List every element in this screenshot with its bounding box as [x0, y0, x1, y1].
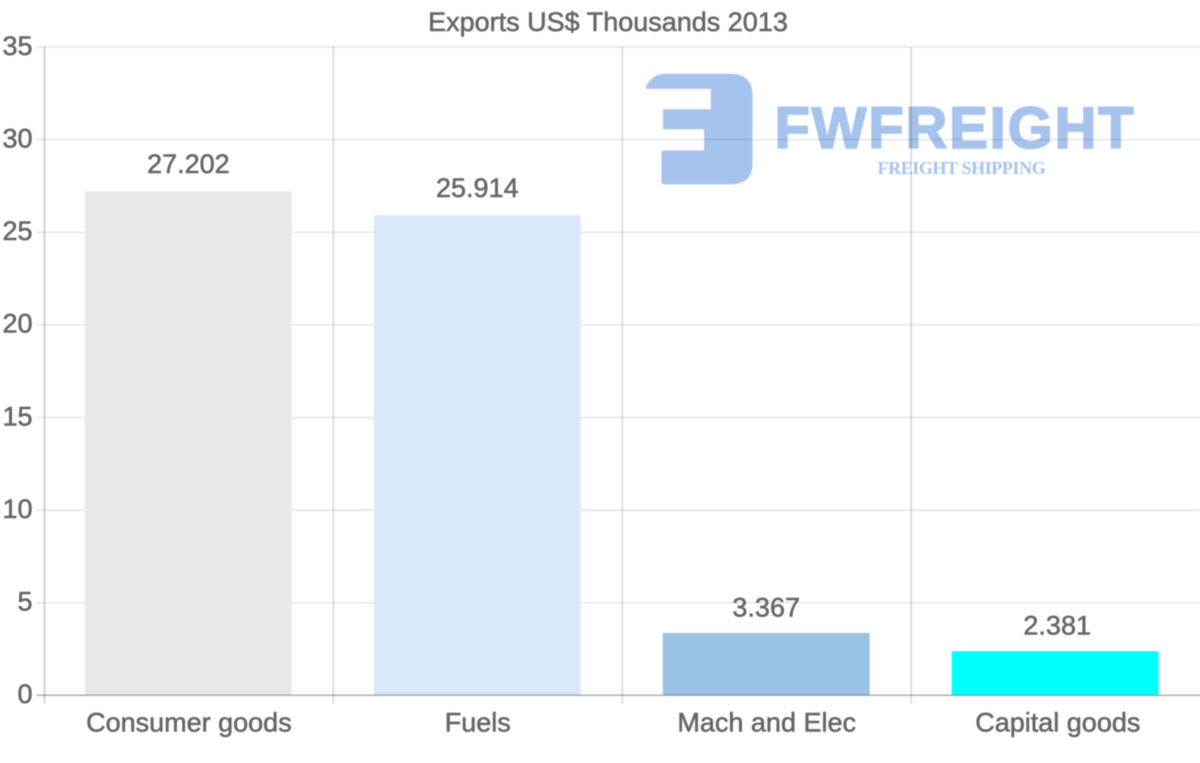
svg-text:10: 10 [2, 494, 32, 524]
svg-text:5: 5 [17, 587, 32, 617]
svg-text:FREIGHT SHIPPING: FREIGHT SHIPPING [878, 158, 1046, 178]
svg-text:3.367: 3.367 [732, 592, 800, 622]
svg-text:0: 0 [17, 679, 32, 709]
svg-text:FWFREIGHT: FWFREIGHT [775, 96, 1136, 161]
svg-text:Capital goods: Capital goods [975, 707, 1140, 737]
svg-text:Fuels: Fuels [445, 707, 511, 737]
svg-text:Exports US$ Thousands 2013: Exports US$ Thousands 2013 [428, 7, 788, 37]
svg-text:Consumer goods: Consumer goods [86, 707, 292, 737]
svg-text:30: 30 [2, 123, 32, 153]
svg-text:Mach and Elec: Mach and Elec [677, 707, 856, 737]
svg-text:15: 15 [2, 401, 32, 431]
svg-text:25.914: 25.914 [436, 173, 519, 203]
svg-text:35: 35 [2, 31, 32, 61]
svg-text:20: 20 [2, 309, 32, 339]
svg-text:2.381: 2.381 [1023, 611, 1091, 641]
svg-text:25: 25 [2, 216, 32, 246]
svg-text:27.202: 27.202 [147, 149, 230, 179]
